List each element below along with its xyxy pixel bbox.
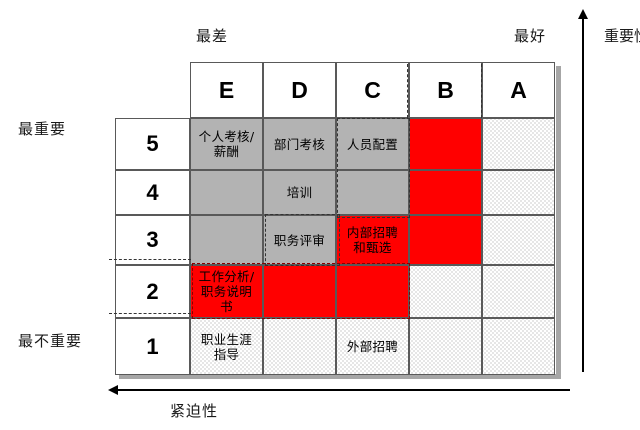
cell-C5: 人员配置 xyxy=(336,118,409,170)
matrix-row-3: 3 职务评审 内部招聘和甄选 xyxy=(115,215,555,265)
row-header-3: 3 xyxy=(115,215,190,265)
matrix-row-1: 1 职业生涯指导 外部招聘 xyxy=(115,318,555,375)
column-header-C: C xyxy=(336,62,409,118)
axis-label-best: 最好 xyxy=(514,27,547,45)
cell-A1 xyxy=(482,318,555,375)
cell-E3 xyxy=(190,215,263,265)
cell-E2: 工作分析/职务说明书 xyxy=(190,265,263,318)
cell-B4 xyxy=(409,170,482,215)
column-header-A: A xyxy=(482,62,555,118)
cell-D1 xyxy=(263,318,336,375)
cell-B2 xyxy=(409,265,482,318)
priority-matrix-table: E D C B A 5 个人考核/薪酬 部门考核 人员配置 4 培训 xyxy=(115,62,555,375)
cell-E1-label: 职业生涯指导 xyxy=(200,331,253,362)
axis-label-importance: 重要性 xyxy=(604,27,640,45)
cell-D3-label: 职务评审 xyxy=(273,232,326,248)
row-header-4: 4 xyxy=(115,170,190,215)
cell-C5-label: 人员配置 xyxy=(346,136,399,152)
matrix-row-4: 4 培训 xyxy=(115,170,555,215)
cell-C1: 外部招聘 xyxy=(336,318,409,375)
importance-arrow-icon xyxy=(578,9,588,372)
cell-E4 xyxy=(190,170,263,215)
axis-label-urgency: 紧迫性 xyxy=(170,402,219,420)
cell-D5: 部门考核 xyxy=(263,118,336,170)
cell-A4 xyxy=(482,170,555,215)
cell-E5-label: 个人考核/薪酬 xyxy=(198,129,255,159)
column-header-D: D xyxy=(263,62,336,118)
cell-E5: 个人考核/薪酬 xyxy=(190,118,263,170)
axis-label-least-important: 最不重要 xyxy=(18,332,83,350)
cell-B5 xyxy=(409,118,482,170)
column-header-E: E xyxy=(190,62,263,118)
cell-D4-label: 培训 xyxy=(286,185,313,200)
urgency-arrow-icon xyxy=(108,385,570,395)
axis-label-worst: 最差 xyxy=(196,27,229,45)
row-header-2: 2 xyxy=(115,265,190,318)
column-header-B: B xyxy=(409,62,482,118)
table-shadow-bottom xyxy=(119,374,561,379)
cell-A2 xyxy=(482,265,555,318)
cell-C1-label: 外部招聘 xyxy=(346,339,399,354)
matrix-row-5: 5 个人考核/薪酬 部门考核 人员配置 xyxy=(115,118,555,170)
cell-A3 xyxy=(482,215,555,265)
matrix-header-row: E D C B A xyxy=(115,62,555,118)
cell-D5-label: 部门考核 xyxy=(273,136,326,152)
cell-C2 xyxy=(336,265,409,318)
cell-E1: 职业生涯指导 xyxy=(190,318,263,375)
cell-C4 xyxy=(336,170,409,215)
cell-B1 xyxy=(409,318,482,375)
table-shadow-right xyxy=(556,66,561,378)
row-header-5: 5 xyxy=(115,118,190,170)
cell-B3 xyxy=(409,215,482,265)
cell-C3: 内部招聘和甄选 xyxy=(336,215,409,265)
cell-E2-label: 工作分析/职务说明书 xyxy=(198,269,255,314)
axis-label-most-important: 最重要 xyxy=(18,120,67,138)
cell-D2 xyxy=(263,265,336,318)
cell-A5 xyxy=(482,118,555,170)
row-header-1: 1 xyxy=(115,318,190,375)
matrix-row-2: 2 工作分析/职务说明书 xyxy=(115,265,555,318)
cell-D4: 培训 xyxy=(263,170,336,215)
cell-D3: 职务评审 xyxy=(263,215,336,265)
corner-cell xyxy=(115,62,190,118)
cell-C3-label: 内部招聘和甄选 xyxy=(346,225,399,255)
